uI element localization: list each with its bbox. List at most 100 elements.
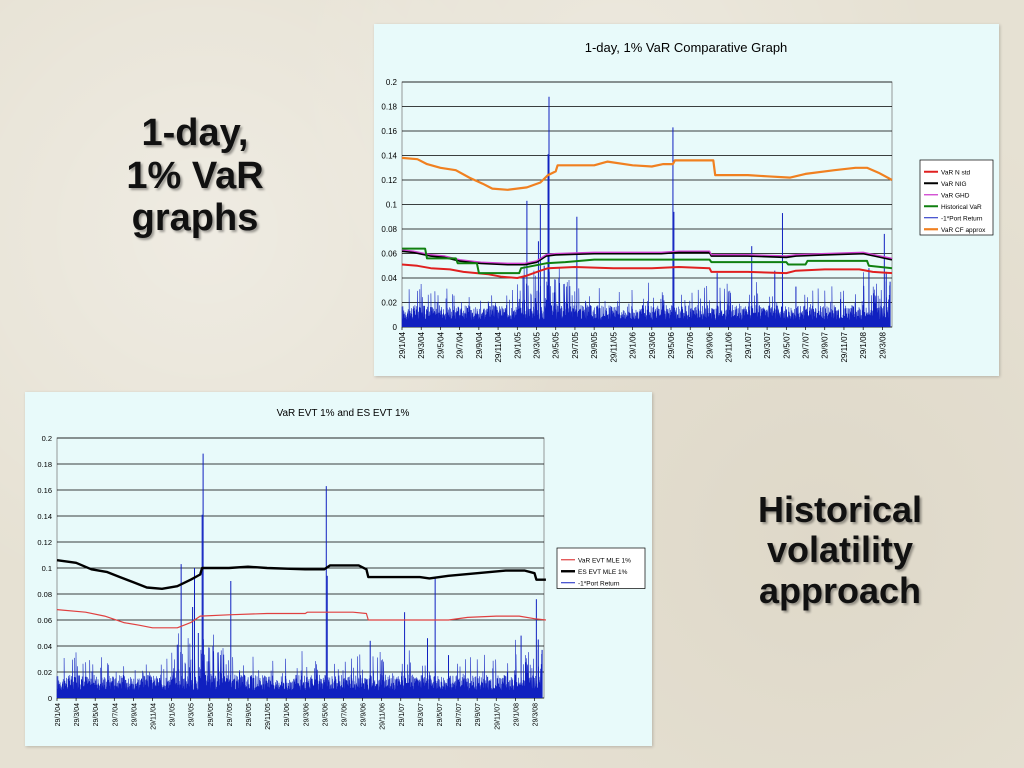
y-tick-label: 0.08 [381,225,397,234]
heading-left-line: graphs [131,197,259,240]
x-tick-label: 29/11/07 [494,703,501,730]
y-tick-label: 0.12 [37,538,52,547]
legend-label: VaR CF approx [941,227,986,234]
x-tick-label: 29/5/05 [552,331,561,358]
legend-label: -1*Port Return [578,580,620,587]
slide-heading-right: Historical volatility approach [730,489,950,611]
y-tick-label: 0.06 [37,616,52,625]
x-tick-label: 29/9/07 [475,703,482,726]
evt-chart: VaR EVT 1% and ES EVT 1% 0 0.02 0.04 0.06 0.0… [25,392,652,746]
x-tick-label: 29/1/06 [629,331,638,358]
x-tick-label: 29/9/06 [361,703,368,726]
legend-label: -1*Port Return [941,215,983,222]
x-tick-label: 29/11/07 [840,331,849,362]
x-tick-label: 29/9/07 [821,331,830,358]
x-tick-label: 29/5/04 [93,703,100,726]
chart-title: 1-day, 1% VaR Comparative Graph [585,40,788,55]
x-tick-label: 29/7/04 [456,331,465,358]
slide-heading-left: 1-day, 1% VaR graphs [90,112,300,240]
legend-label: VaR NIG [941,181,967,188]
x-tick-label: 29/7/06 [686,331,695,358]
x-tick-label: 29/9/04 [475,331,484,358]
x-tick-label: 29/1/06 [284,703,291,726]
x-tick-label: 29/3/06 [303,703,310,726]
y-tick-label: 0.2 [386,78,398,87]
y-tick-label: 0 [48,694,52,703]
x-tick-label: 29/5/07 [782,331,791,358]
returns-noise [56,633,543,699]
y-tick-label: 0.1 [386,201,398,210]
y-tick-label: 0.18 [381,103,397,112]
legend: VaR EVT MLE 1% ES EVT MLE 1% -1*Port Retur… [556,547,646,589]
x-tick-label: 29/7/06 [341,703,348,726]
evt-chart-svg: VaR EVT 1% and ES EVT 1% 0 0.02 0.04 0.06 0.0… [25,392,652,746]
series-line [401,263,893,279]
returns-noise [401,266,891,328]
series-line [401,156,893,191]
x-tick-label: 29/7/07 [802,331,811,358]
x-tick-label: 29/5/05 [208,703,215,726]
y-tick-label: 0 [393,323,398,332]
x-tick-label: 29/9/05 [246,703,253,726]
x-tick-label: 29/5/04 [436,331,445,358]
y-tick-label: 0.08 [37,590,52,599]
x-tick-label: 29/7/05 [227,703,234,726]
x-tick-label: 29/3/04 [74,703,81,726]
y-tick-label: 0.2 [42,434,52,443]
x-tick-label: 29/1/05 [170,703,177,726]
x-tick-label: 29/3/08 [532,703,539,726]
x-tick-label: 29/1/04 [55,703,62,726]
x-tick-label: 29/3/06 [648,331,657,358]
series-line [56,609,546,629]
x-tick-label: 29/1/05 [513,331,522,358]
y-tick-label: 0.04 [37,642,52,651]
legend-label: VaR N std [941,169,971,176]
y-tick-label: 0.04 [381,274,397,283]
x-tick-label: 29/7/07 [456,703,463,726]
x-tick-label: 29/1/07 [399,703,406,726]
series-line [402,247,893,275]
legend-label: ES EVT MLE 1% [578,569,628,576]
heading-left-line: 1% VaR [126,154,264,197]
x-tick-label: 29/11/04 [494,331,503,362]
y-tick-label: 0.02 [381,299,397,308]
y-tick-label: 0.16 [381,127,397,136]
heading-right-line: Historical [757,489,923,530]
x-tick-label: 29/5/06 [667,331,676,358]
legend-label: VaR EVT MLE 1% [578,557,631,564]
chart-title: VaR EVT 1% and ES EVT 1% [277,408,410,419]
x-tick-label: 29/3/07 [763,331,772,358]
x-tick-label: 29/3/07 [418,703,425,726]
y-tick-label: 0.14 [381,152,397,161]
x-tick-label: 29/9/05 [590,331,599,358]
heading-right-line: volatility [766,529,914,571]
y-tick-label: 0.12 [381,176,397,185]
heading-left-line: 1-day, [141,112,249,154]
x-tick-label: 29/3/04 [417,331,426,358]
x-tick-label: 29/9/04 [131,703,138,726]
x-tick-label: 29/1/08 [513,703,520,726]
var-comparative-chart: 1-day, 1% VaR Comparative Graph 0 0.02 0.04… [374,24,999,376]
y-tick-label: 0.06 [381,250,397,259]
y-tick-label: 0.14 [37,512,52,521]
x-tick-label: 29/11/04 [150,703,157,730]
legend-label: Historical VaR [941,204,982,211]
series-line [56,559,546,591]
x-tick-label: 29/3/05 [189,703,196,726]
x-tick-label: 29/11/06 [380,703,387,730]
x-tick-label: 29/1/07 [744,331,753,358]
x-tick-label: 29/11/05 [609,331,618,362]
x-tick-label: 29/11/05 [265,703,272,730]
x-tick-label: 29/5/07 [437,703,444,726]
x-tick-label: 29/3/05 [533,331,542,358]
heading-right-line: approach [758,569,922,611]
legend-label: VaR GHD [941,192,970,199]
x-tick-label: 29/11/06 [725,331,734,362]
x-tick-label: 29/1/08 [859,331,868,358]
x-tick-label: 29/5/06 [322,703,329,726]
x-tick-label: 29/1/04 [398,331,407,358]
y-tick-label: 0.18 [37,460,52,469]
y-tick-label: 0.02 [37,668,52,677]
x-tick-label: 29/7/04 [112,703,119,726]
var-comparative-chart-svg: 1-day, 1% VaR Comparative Graph 0 0.02 0.04… [374,24,999,376]
